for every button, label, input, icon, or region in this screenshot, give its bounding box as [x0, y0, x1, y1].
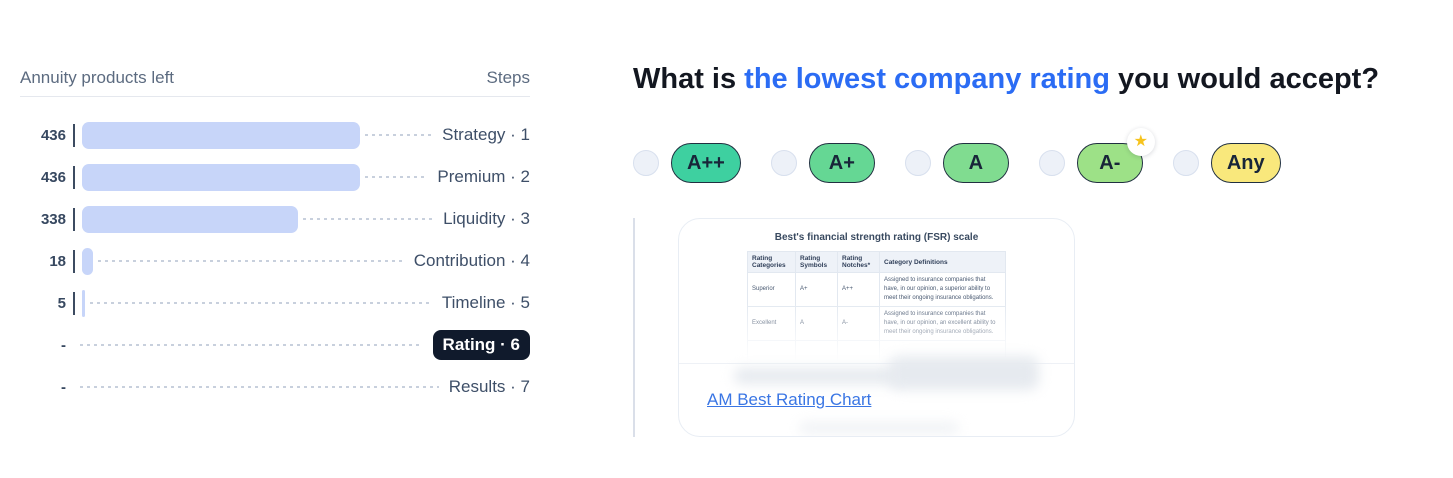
funnel-step-active[interactable]: Rating · 6 [432, 330, 530, 360]
funnel-row: - Rating · 6 [20, 324, 530, 366]
rating-options: A++ A+ A A- ★ Any [633, 128, 1433, 184]
question-highlight: the lowest company rating [744, 63, 1110, 95]
rating-option-any: Any [1172, 143, 1281, 184]
fsr-data-cell: Assigned to insurance companies that hav… [879, 306, 1006, 342]
fsr-data-row: Superior A+ A++ Assigned to insurance compa… [747, 272, 1006, 308]
rating-option-aplusplus: A++ [633, 143, 741, 184]
blurred-image-fragment [799, 422, 959, 435]
fsr-header-cell: Rating Categories [747, 251, 796, 274]
funnel-row-tick [73, 249, 75, 273]
rating-pill-button[interactable]: A [942, 143, 1009, 184]
content-row: Best's financial strength rating (FSR) s… [633, 218, 1433, 438]
star-icon: ★ [1133, 133, 1148, 151]
funnel-row-leader-dots [90, 302, 432, 304]
fsr-faded-row [747, 340, 1006, 364]
funnel-title: Annuity products left [20, 68, 175, 87]
radio-button[interactable] [1038, 150, 1065, 177]
radio-button[interactable] [904, 150, 931, 177]
blurred-image-fragment [734, 368, 904, 385]
fsr-data-cell: A- [837, 306, 880, 342]
funnel-row-bar [82, 121, 360, 149]
fsr-header-row: Rating Categories Rating Symbols Rating No… [747, 251, 1006, 274]
funnel-row-leader-dots [80, 344, 423, 346]
blurred-image-fragment [889, 356, 1039, 391]
vertical-divider [633, 218, 635, 438]
funnel-row: 5 Timeline · 5 [20, 282, 530, 324]
rating-pill-button[interactable]: Any [1210, 143, 1281, 184]
funnel-row-leader-dots [80, 386, 439, 388]
fsr-data-cell: Superior [747, 272, 796, 308]
funnel-step-label[interactable]: Strategy · 1 [442, 125, 530, 144]
funnel-row-value: 5 [57, 294, 66, 312]
fsr-header-cell: Rating Symbols [795, 251, 838, 274]
funnel-row-tick [73, 291, 75, 315]
fsr-scale-table: Rating Categories Rating Symbols Rating No… [747, 251, 1006, 364]
fsr-data-row: Excellent A A- Assigned to insurance compan… [747, 306, 1006, 342]
rating-option-aminus: A- ★ [1038, 128, 1155, 184]
question-area: What is the lowest company rating you wo… [633, 60, 1433, 438]
fsr-faded-cell [837, 340, 880, 364]
funnel-row-bar [82, 163, 360, 191]
funnel-row-leader-dots [365, 134, 433, 136]
fsr-header-cell: Rating Notches* [837, 251, 880, 274]
funnel-step-label[interactable]: Results · 7 [448, 377, 530, 396]
funnel-row-bar [82, 205, 298, 233]
fsr-data-cell: Assigned to insurance companies that hav… [879, 272, 1006, 308]
question-title: What is the lowest company rating you wo… [633, 60, 1433, 99]
funnel-row-value: 436 [40, 168, 66, 186]
fsr-data-cell: A++ [837, 272, 880, 308]
star-badge: ★ [1126, 128, 1155, 157]
funnel-header: Annuity products left Steps [20, 68, 530, 97]
funnel-row-value: 338 [40, 210, 66, 228]
question-suffix: you would accept? [1109, 63, 1380, 95]
funnel-row-leader-dots [303, 218, 434, 220]
annuity-progress-panel: Annuity products left Steps 436 Strategy … [20, 68, 530, 408]
funnel-row-bar [82, 289, 85, 317]
funnel-row: 338 Liquidity · 3 [20, 198, 530, 240]
fsr-faded-cell [795, 340, 838, 364]
fsr-scale-title: Best's financial strength rating (FSR) s… [774, 232, 979, 244]
funnel-row: 436 Strategy · 1 [20, 114, 530, 156]
funnel-step-label[interactable]: Premium · 2 [437, 167, 530, 186]
fsr-data-cell: Excellent [747, 306, 796, 342]
radio-button[interactable] [770, 150, 797, 177]
rating-pill-button[interactable]: A+ [808, 143, 875, 184]
funnel-steps-label: Steps [486, 68, 530, 87]
funnel-row-tick [73, 165, 75, 189]
funnel-step-label[interactable]: Liquidity · 3 [443, 209, 530, 228]
fsr-data-cell: A+ [795, 272, 838, 308]
fsr-header-cell: Category Definitions [879, 251, 1006, 274]
rating-option-aplus: A+ [770, 143, 875, 184]
funnel-row-bar [82, 247, 93, 275]
funnel-row-tick [73, 123, 75, 147]
funnel-row-leader-dots [365, 176, 428, 178]
funnel-rows: 436 Strategy · 1 436 Premium · 2 338 Liquidit… [20, 114, 530, 408]
rating-chart-image: Best's financial strength rating (FSR) s… [679, 219, 1074, 364]
funnel-step-label[interactable]: Timeline · 5 [441, 293, 530, 312]
funnel-row: - Results · 7 [20, 366, 530, 408]
card-footer: AM Best Rating Chart [679, 356, 1074, 436]
rating-pill-button[interactable]: A++ [671, 143, 741, 184]
funnel-row-value: 436 [40, 126, 66, 144]
rating-option-a: A [904, 143, 1009, 184]
funnel-step-label[interactable]: Contribution · 4 [413, 251, 530, 270]
funnel-row-value: - [61, 378, 66, 396]
funnel-row-tick [73, 207, 75, 231]
radio-button[interactable] [1172, 150, 1199, 177]
rating-chart-card: Best's financial strength rating (FSR) s… [678, 218, 1075, 438]
am-best-rating-chart-link[interactable]: AM Best Rating Chart [707, 390, 872, 410]
funnel-row: 18 Contribution · 4 [20, 240, 530, 282]
fsr-faded-cell [747, 340, 796, 364]
funnel-row-leader-dots [98, 260, 404, 262]
radio-button[interactable] [633, 150, 659, 177]
funnel-row: 436 Premium · 2 [20, 156, 530, 198]
fsr-data-cell: A [795, 306, 838, 342]
funnel-row-value: 18 [49, 252, 66, 270]
question-prefix: What is [633, 63, 745, 95]
funnel-row-value: - [61, 336, 66, 354]
